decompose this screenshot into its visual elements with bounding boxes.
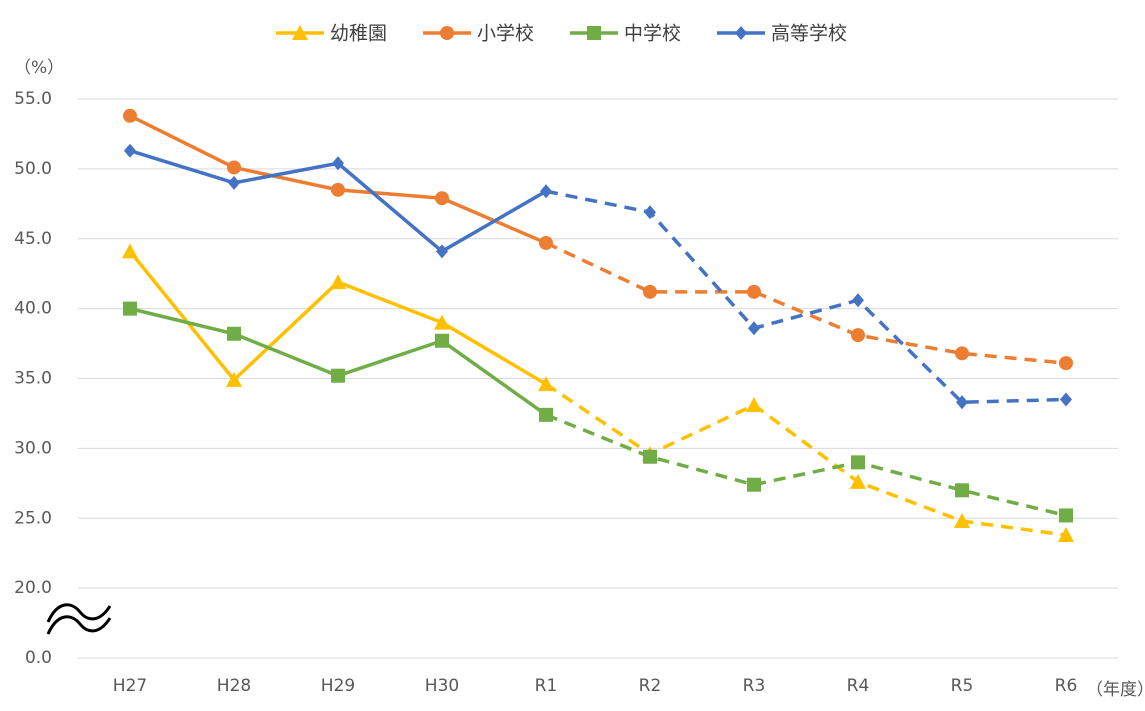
y-tick-label: 50.0 xyxy=(14,159,52,179)
marker xyxy=(330,274,346,290)
marker xyxy=(747,477,761,492)
marker xyxy=(227,160,241,175)
x-tick-label: H27 xyxy=(113,676,147,696)
x-tick-label: H30 xyxy=(425,676,459,696)
marker xyxy=(1060,392,1072,407)
marker xyxy=(435,191,449,206)
marker xyxy=(540,184,552,199)
marker xyxy=(539,407,553,422)
marker xyxy=(643,284,657,299)
x-tick-label: R2 xyxy=(639,676,662,696)
dashed-line xyxy=(545,382,1067,537)
marker xyxy=(123,108,137,123)
marker xyxy=(956,395,968,410)
marker xyxy=(851,455,865,470)
series xyxy=(124,143,1072,410)
y-tick-label: 40.0 xyxy=(14,299,52,319)
y-tick-label: 20.0 xyxy=(14,578,52,598)
x-tick-label: H29 xyxy=(321,676,355,696)
marker xyxy=(746,397,762,413)
marker xyxy=(954,513,970,529)
marker xyxy=(851,328,865,343)
marker xyxy=(332,156,344,171)
marker xyxy=(434,314,450,330)
marker xyxy=(747,284,761,299)
legend-marker xyxy=(440,26,455,40)
marker xyxy=(1059,508,1073,523)
marker xyxy=(331,368,345,383)
x-tick-label: R4 xyxy=(847,676,870,696)
marker xyxy=(331,182,345,197)
marker xyxy=(538,376,554,392)
y-tick-label: 0.0 xyxy=(25,648,52,668)
axis-break xyxy=(46,603,112,635)
x-axis-label: （年度） xyxy=(1086,680,1145,700)
x-tick-label: H28 xyxy=(217,676,251,696)
marker xyxy=(955,483,969,498)
y-tick-label: 45.0 xyxy=(14,229,52,249)
x-tick-label: R5 xyxy=(951,676,974,696)
marker xyxy=(1058,527,1074,543)
marker xyxy=(436,244,448,259)
legend-marker xyxy=(292,25,308,40)
legend-label: 小学校 xyxy=(477,23,534,45)
x-tick-label: R3 xyxy=(743,676,766,696)
y-axis-label: （%） xyxy=(14,58,64,78)
series xyxy=(123,108,1073,371)
y-tick-label: 55.0 xyxy=(14,89,52,109)
marker xyxy=(955,346,969,361)
y-tick-label: 25.0 xyxy=(14,508,52,528)
marker xyxy=(435,333,449,348)
y-tick-label: 30.0 xyxy=(14,438,52,458)
marker xyxy=(643,449,657,464)
legend-marker xyxy=(735,26,748,40)
marker xyxy=(226,371,242,387)
y-tick-label: 35.0 xyxy=(14,369,52,389)
series xyxy=(123,301,1073,523)
marker xyxy=(644,205,656,220)
marker xyxy=(852,293,864,308)
dashed-line xyxy=(545,189,1067,405)
marker xyxy=(122,243,138,259)
x-tick-label: R6 xyxy=(1055,676,1078,696)
x-tick-label: R1 xyxy=(535,676,558,696)
dashed-line xyxy=(545,413,1067,518)
legend-label: 中学校 xyxy=(624,23,681,45)
marker xyxy=(539,235,553,250)
marker xyxy=(124,143,136,158)
marker xyxy=(123,301,137,316)
marker xyxy=(228,175,240,190)
marker xyxy=(748,321,760,336)
marker xyxy=(850,473,866,489)
marker xyxy=(227,326,241,341)
legend-marker xyxy=(587,26,602,40)
legend-label: 高等学校 xyxy=(771,23,847,45)
legend-label: 幼稚園 xyxy=(330,23,387,45)
marker xyxy=(1059,356,1073,371)
